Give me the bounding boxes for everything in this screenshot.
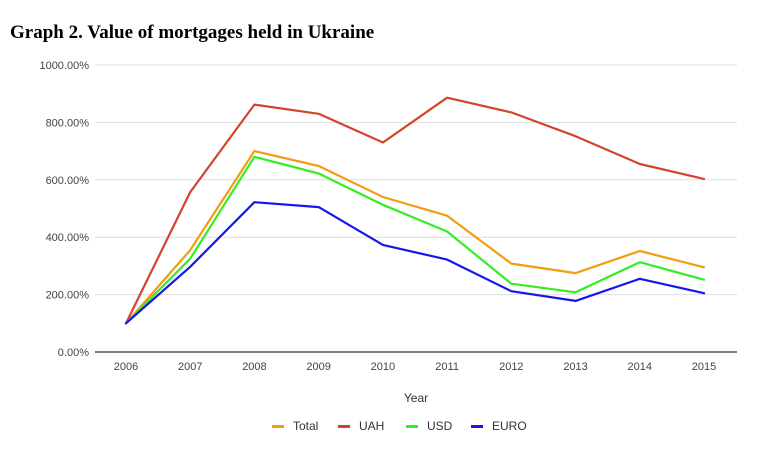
x-axis-ticks: 2006 2007 2008 2009 2010 2011 2012 2013 2014 2015 xyxy=(114,361,716,373)
y-axis-ticks: 0.00% 200.00% 400.00% 600.00% 800.00% 1000.00… xyxy=(39,60,89,359)
x-tick-label: 2009 xyxy=(306,361,330,373)
legend-label-usd: USD xyxy=(427,419,453,433)
x-tick-label: 2014 xyxy=(628,361,652,373)
gridlines xyxy=(95,64,737,353)
legend-label-uah: UAH xyxy=(359,419,384,433)
series-line-total xyxy=(124,150,706,325)
legend-label-euro: EURO xyxy=(492,419,527,433)
figure-title: Graph 2. Value of mortgages held in Ukra… xyxy=(10,22,375,43)
x-tick-label: 2012 xyxy=(499,361,523,373)
y-tick-label: 800.00% xyxy=(46,117,90,129)
y-tick-label: 400.00% xyxy=(46,232,90,244)
x-tick-label: 2008 xyxy=(242,361,266,373)
legend-swatch-euro xyxy=(471,425,483,428)
y-tick-label: 0.00% xyxy=(58,347,89,359)
x-tick-label: 2007 xyxy=(178,361,202,373)
series-line-uah xyxy=(124,96,706,325)
x-tick-label: 2011 xyxy=(435,361,459,373)
legend: Total UAH USD EURO xyxy=(272,419,527,433)
series-line-usd xyxy=(124,155,706,325)
x-tick-label: 2010 xyxy=(371,361,395,373)
legend-label-total: Total xyxy=(293,419,318,433)
y-tick-label: 1000.00% xyxy=(39,60,89,72)
series-line-euro xyxy=(124,201,706,325)
legend-swatch-uah xyxy=(338,425,350,428)
x-tick-label: 2006 xyxy=(114,361,138,373)
legend-swatch-total xyxy=(272,425,284,428)
x-axis-title: Year xyxy=(404,391,428,405)
x-tick-label: 2015 xyxy=(692,361,716,373)
y-tick-label: 200.00% xyxy=(46,290,90,302)
legend-swatch-usd xyxy=(406,425,418,428)
x-tick-label: 2013 xyxy=(563,361,587,373)
series-lines xyxy=(124,96,706,325)
y-tick-label: 600.00% xyxy=(46,175,90,187)
